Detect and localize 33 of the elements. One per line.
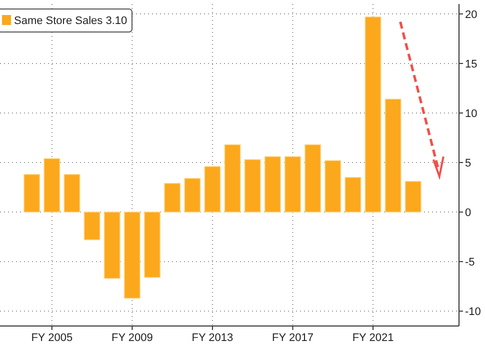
bar (264, 156, 281, 212)
bar (304, 144, 322, 212)
bar (184, 178, 201, 212)
y-tick-label: 10 (465, 108, 478, 120)
y-tick-label: -10 (465, 306, 481, 318)
bar (384, 98, 402, 212)
bar (124, 212, 140, 299)
bar (204, 166, 221, 212)
bar (144, 212, 160, 278)
bar (224, 144, 241, 212)
y-tick-label: 20 (465, 8, 478, 21)
bar (84, 212, 100, 240)
y-tick-label: 0 (465, 206, 472, 219)
bar (104, 212, 120, 279)
bar (404, 180, 422, 212)
legend-label: Same Store Sales 3.10 (14, 15, 128, 27)
bar (44, 158, 60, 212)
x-tick-label: FY 2017 (272, 332, 314, 344)
y-tick-label: 5 (465, 157, 472, 170)
bar (344, 176, 362, 212)
x-tick-label: FY 2013 (192, 332, 234, 344)
x-tick-label: FY 2005 (31, 332, 73, 344)
bar (364, 16, 382, 212)
bar (244, 159, 261, 212)
bar (324, 160, 342, 212)
bar (64, 174, 80, 212)
bar (24, 174, 40, 212)
bar (164, 182, 181, 212)
y-tick-label: 15 (465, 58, 478, 70)
x-tick-label: FY 2021 (352, 332, 394, 344)
x-tick-label: FY 2009 (111, 332, 153, 344)
y-tick-label: -5 (465, 256, 475, 268)
bar (284, 156, 301, 212)
